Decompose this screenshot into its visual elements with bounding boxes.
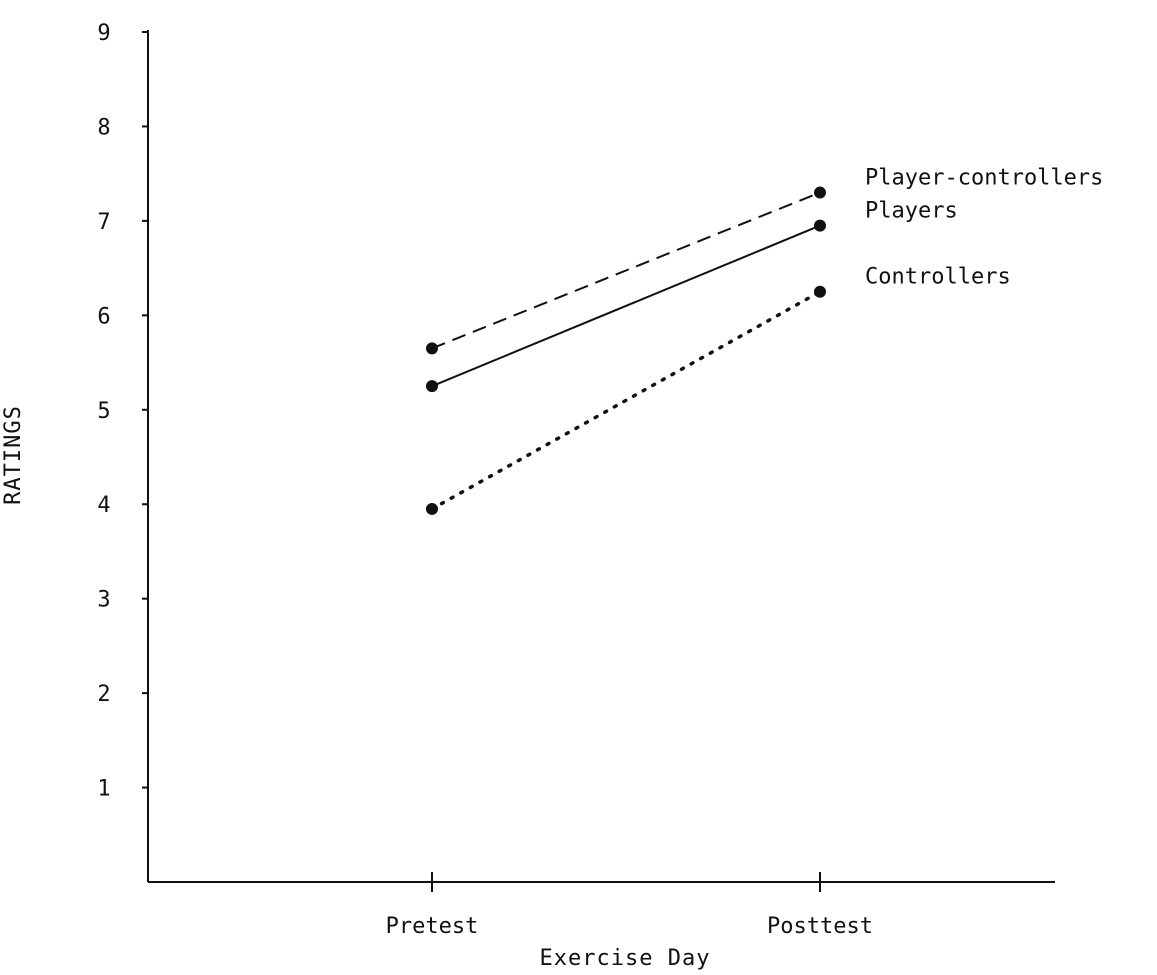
x-axis-title: Exercise Day bbox=[540, 946, 711, 971]
data-point bbox=[814, 285, 826, 298]
y-tick-label: 8 bbox=[97, 115, 110, 140]
series-controllers: Controllers bbox=[426, 265, 1011, 515]
y-tick-label: 4 bbox=[97, 493, 110, 518]
data-point bbox=[426, 502, 438, 515]
series-players: Players bbox=[426, 199, 958, 393]
series-label: Controllers bbox=[865, 265, 1011, 290]
series-player-controllers: Player-controllers bbox=[426, 166, 1103, 355]
x-tick-label: Pretest bbox=[386, 914, 479, 939]
y-tick-label: 2 bbox=[97, 682, 110, 707]
data-point bbox=[426, 380, 438, 393]
data-point bbox=[814, 219, 826, 232]
series-line bbox=[431, 191, 821, 350]
data-point bbox=[426, 342, 438, 355]
y-tick-label: 6 bbox=[97, 304, 110, 329]
y-axis-title: RATINGS bbox=[1, 405, 26, 505]
y-tick-label: 9 bbox=[97, 21, 110, 46]
y-tick-label: 7 bbox=[97, 210, 110, 235]
x-axis-ticks: Pretest Posttest bbox=[386, 872, 873, 939]
series-label: Player-controllers bbox=[865, 166, 1103, 191]
series-label: Players bbox=[865, 199, 958, 224]
series-line bbox=[430, 289, 822, 511]
x-tick-label: Posttest bbox=[767, 914, 873, 939]
y-tick-label: 5 bbox=[97, 399, 110, 424]
data-point bbox=[814, 186, 826, 199]
y-axis-ticks: 1 2 3 4 5 6 7 8 9 bbox=[97, 21, 148, 802]
y-tick-label: 3 bbox=[97, 588, 110, 613]
series-group: Player-controllers Players Controllers bbox=[426, 166, 1103, 515]
series-line bbox=[431, 224, 821, 388]
y-tick-label: 1 bbox=[97, 777, 110, 802]
axes bbox=[147, 30, 1055, 883]
